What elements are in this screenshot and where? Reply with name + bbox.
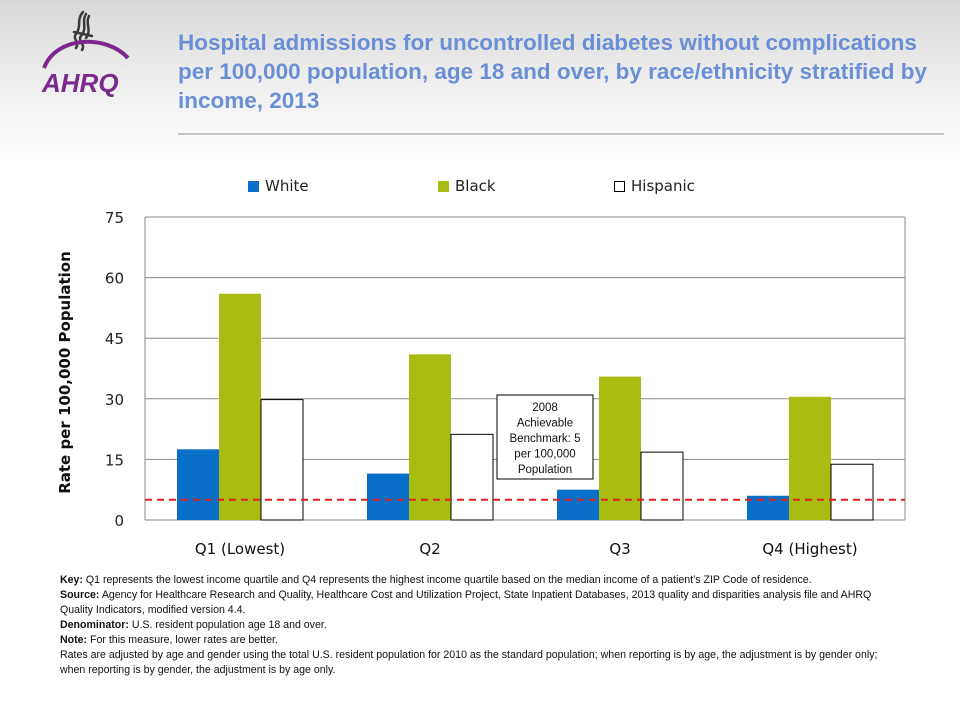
source-text: Agency for Healthcare Research and Quali… (60, 589, 872, 616)
benchmark-annotation-text: 2008 Achievable Benchmark: 5 per 100,000 Pop… (510, 402, 581, 476)
bar-white-0 (177, 449, 219, 520)
note-label: Note: (60, 634, 88, 646)
key-text: Q1 represents the lowest income quartile… (85, 574, 812, 586)
bar-hispanic-2 (640, 451, 684, 521)
legend-label-white: White (265, 177, 309, 195)
benchmark-annotation-line: Population (518, 464, 572, 476)
chart-notes: Key: Q1 represents the lowest income qua… (60, 573, 900, 678)
ahrq-logo: AHRQ (41, 10, 130, 98)
bar-black-0 (219, 293, 261, 520)
note-source: Source: Agency for Healthcare Research a… (60, 588, 900, 618)
chart-legend: White Black Hispanic (0, 177, 960, 197)
note-denominator: Denominator: U.S. resident population ag… (60, 618, 900, 633)
legend-swatch-white (248, 180, 259, 192)
y-tick-label: 75 (105, 209, 124, 227)
key-label: Key: (60, 574, 83, 586)
denominator-label: Denominator: (60, 619, 129, 631)
y-tick-label: 0 (114, 512, 124, 530)
note-text: For this measure, lower rates are better… (90, 634, 278, 646)
x-category-label: Q3 (609, 540, 630, 558)
benchmark-annotation-box (496, 394, 594, 480)
bar-black-2 (599, 376, 641, 520)
bar-hispanic-3 (830, 463, 874, 521)
x-category-label: Q4 (Highest) (762, 540, 857, 558)
legend-item-black: Black (438, 177, 496, 195)
legend-item-hispanic: Hispanic (614, 177, 695, 195)
bar-hispanic-0 (260, 399, 304, 521)
legend-item-white: White (248, 177, 309, 195)
benchmark-annotation-line: Benchmark: 5 (510, 433, 581, 445)
y-tick-label: 15 (105, 451, 124, 469)
y-tick-label: 60 (105, 270, 124, 288)
bar-chart: 0 15 30 45 60 75 Rate per 100,000 Population Q1… (56, 209, 906, 558)
page-title: Hospital admissions for uncontrolled dia… (178, 30, 928, 113)
bar-black-1 (409, 354, 451, 520)
source-label: Source: (60, 589, 100, 601)
note-key: Key: Q1 represents the lowest income qua… (60, 573, 900, 588)
logo-text: AHRQ (41, 68, 119, 98)
x-category-label: Q1 (Lowest) (195, 540, 285, 558)
y-tick-label: 45 (105, 330, 124, 348)
bar-white-2 (557, 489, 599, 520)
y-tick-label: 30 (105, 391, 124, 409)
denominator-text: U.S. resident population age 18 and over… (131, 619, 327, 631)
legend-label-hispanic: Hispanic (631, 177, 695, 195)
benchmark-annotation-line: Achievable (517, 418, 573, 430)
legend-swatch-black (438, 180, 449, 192)
bar-white-1 (367, 473, 409, 520)
benchmark-annotation-line: 2008 (532, 402, 558, 414)
ahrq-swoosh (42, 39, 130, 69)
legend-label-black: Black (455, 177, 496, 195)
x-category-label: Q2 (419, 540, 440, 558)
note-lower-better: Note: For this measure, lower rates are … (60, 633, 900, 648)
benchmark-annotation-line: per 100,000 (514, 449, 575, 461)
y-axis-title: Rate per 100,000 Population (56, 251, 74, 494)
bar-hispanic-1 (450, 433, 494, 521)
legend-swatch-hispanic (614, 180, 625, 192)
note-rates: Rates are adjusted by age and gender usi… (60, 649, 878, 676)
bar-black-3 (789, 396, 831, 520)
title-divider (178, 133, 944, 135)
